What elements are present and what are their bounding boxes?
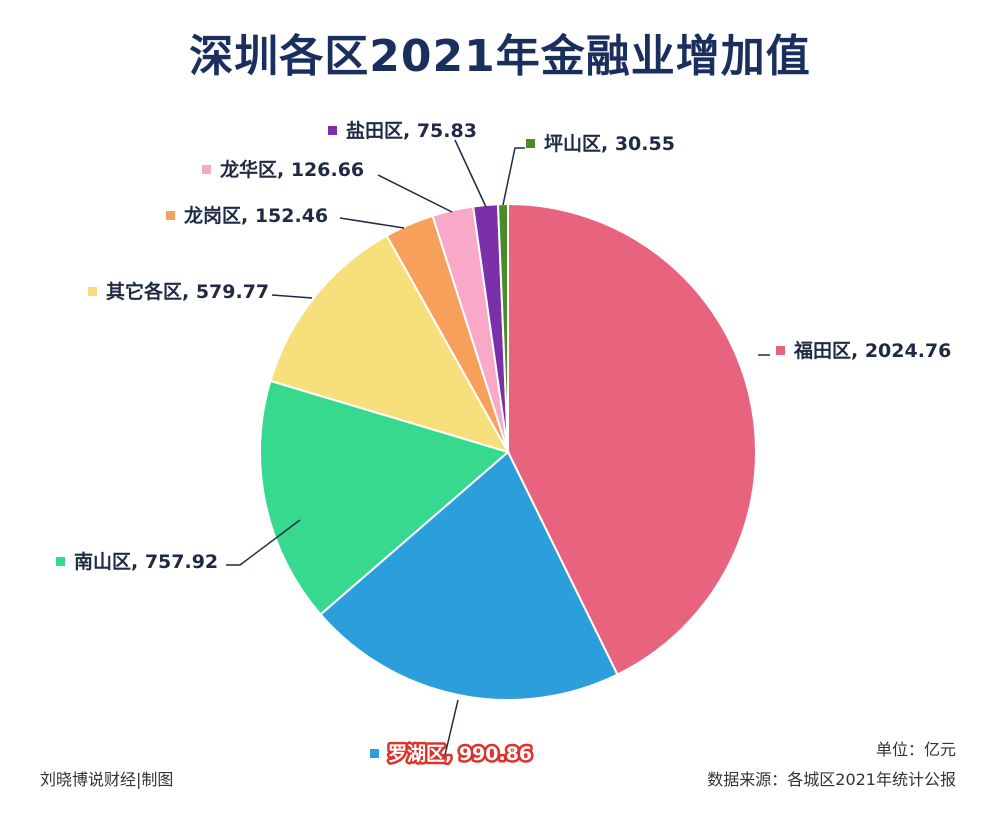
- pie-slice-3: [269, 234, 511, 454]
- maker-credit: 刘晓博说财经|制图: [40, 770, 174, 789]
- slice-label-4: 龙岗区, 152.46: [184, 204, 328, 227]
- unit-note: 单位：亿元: [875, 740, 956, 759]
- pie-slice-0: [507, 202, 757, 676]
- source-note: 数据来源：各城区2021年统计公报: [707, 770, 956, 789]
- pie-slice-1: [319, 450, 619, 701]
- legend-marker-3: [88, 287, 97, 296]
- leader-line-7: [502, 147, 525, 206]
- leader-line-4: [339, 217, 405, 229]
- pie-slices: [259, 202, 757, 701]
- slice-label-2: 南山区, 757.92: [74, 551, 218, 573]
- legend-marker-4: [166, 211, 175, 220]
- legend-marker-5: [202, 165, 211, 174]
- legend-marker-6: [328, 126, 337, 135]
- slice-label-7: 坪山区, 30.55: [544, 133, 675, 155]
- slice-label-3: 其它各区, 579.77: [106, 280, 269, 303]
- leader-line-6: [454, 139, 487, 208]
- legend-marker-0: [776, 346, 785, 355]
- slice-label-0: 福田区, 2024.76: [793, 339, 951, 362]
- leader-line-5: [377, 174, 453, 213]
- leader-lines: [226, 139, 770, 756]
- leader-line-3: [271, 294, 313, 299]
- legend-marker-2: [56, 557, 65, 566]
- legend-marker-7: [526, 139, 535, 148]
- slice-label-6: 盐田区, 75.83: [346, 119, 477, 142]
- pie-slice-2: [259, 379, 511, 616]
- leader-line-1: [430, 699, 459, 756]
- legend-marker-1: [370, 749, 379, 758]
- slice-labels: 福田区, 2024.76 罗湖区, 990.86 南山区, 757.92 其它各区, …: [56, 119, 951, 768]
- chart-title: 深圳各区2021年金融业增加值: [189, 31, 811, 82]
- slice-label-5: 龙华区, 126.66: [220, 158, 364, 181]
- slice-label-1: 罗湖区, 990.86: [388, 743, 532, 765]
- leader-line-2: [226, 519, 301, 566]
